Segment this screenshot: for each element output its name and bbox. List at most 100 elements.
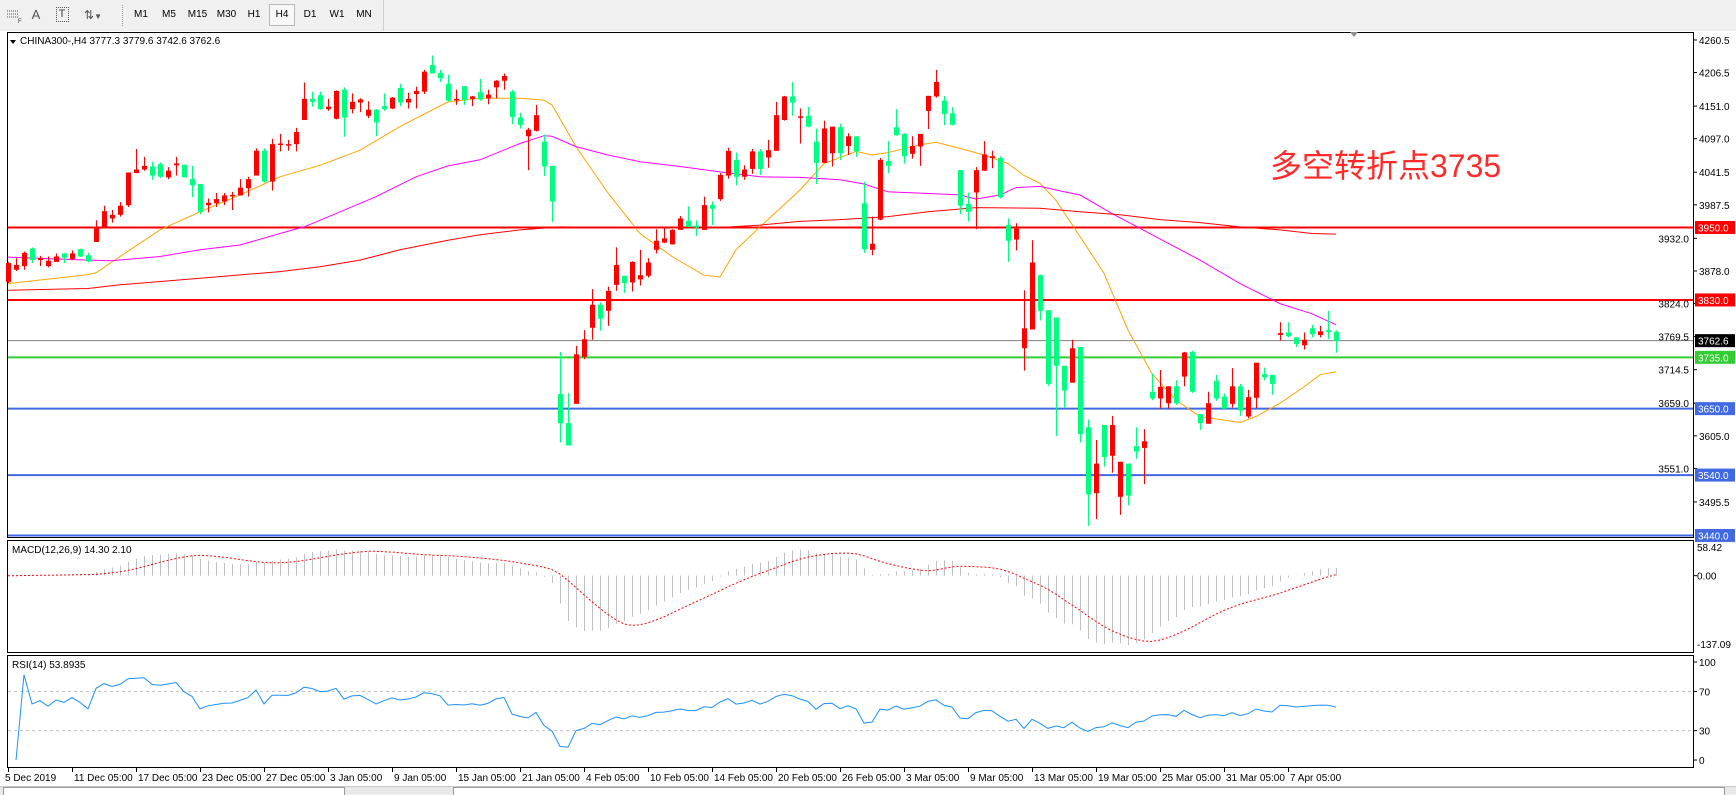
candle bbox=[870, 216, 875, 256]
candle bbox=[878, 158, 883, 221]
chart-shift-marker-icon[interactable] bbox=[1350, 32, 1358, 37]
candle-body bbox=[1102, 424, 1107, 457]
chart-window[interactable]: MACD(12,26,9) 14.30 2.10 RSI(14) 53.8935… bbox=[0, 31, 1736, 786]
candle bbox=[166, 167, 171, 180]
candle-body bbox=[502, 75, 507, 81]
candle-body bbox=[758, 151, 763, 169]
timeframe-w1[interactable]: W1 bbox=[329, 9, 345, 20]
candle-body bbox=[1278, 333, 1283, 335]
time-tick-label: 9 Mar 05:00 bbox=[970, 773, 1024, 784]
timeframe-m15[interactable]: M15 bbox=[187, 9, 208, 20]
rsi-pane[interactable]: RSI(14) 53.8935 bbox=[7, 655, 1694, 768]
timeframe-h1[interactable]: H1 bbox=[247, 9, 261, 20]
chart-header: CHINA300-,H4 3777.3 3779.6 3742.6 3762.6 bbox=[20, 36, 221, 47]
price-tick-label: 3551.0 bbox=[1658, 464, 1689, 475]
candle-body bbox=[1022, 328, 1027, 349]
candle bbox=[1294, 337, 1299, 348]
rsi-line bbox=[15, 674, 1337, 761]
candle bbox=[846, 133, 851, 156]
macd-axis-label: -137.09 bbox=[1697, 640, 1731, 651]
candle bbox=[142, 156, 147, 171]
candle-body bbox=[678, 218, 683, 230]
level-price-label: 3950.0 bbox=[1698, 223, 1729, 234]
candle-body bbox=[774, 115, 779, 151]
candle-body bbox=[1286, 332, 1291, 337]
candle bbox=[838, 123, 843, 160]
candle-body bbox=[550, 165, 555, 202]
candle bbox=[582, 330, 587, 360]
timeframe-h4[interactable]: H4 bbox=[269, 4, 295, 26]
candle bbox=[982, 141, 987, 171]
candle-body bbox=[838, 127, 843, 154]
candle-body bbox=[446, 83, 451, 101]
timeframe-d1[interactable]: D1 bbox=[303, 9, 317, 20]
price-tick-label: 3714.5 bbox=[1658, 366, 1689, 377]
candle bbox=[486, 89, 491, 105]
macd-pane[interactable]: MACD(12,26,9) 14.30 2.10 bbox=[7, 540, 1694, 653]
candle-body bbox=[886, 161, 891, 166]
bid-price-label-bg bbox=[1695, 334, 1735, 348]
candle bbox=[54, 253, 59, 262]
candle bbox=[238, 179, 243, 196]
candle bbox=[1062, 365, 1067, 409]
candle bbox=[750, 148, 755, 174]
chart-menu-triangle-icon[interactable] bbox=[10, 40, 16, 44]
candle-body bbox=[310, 98, 315, 102]
candle bbox=[254, 148, 259, 176]
candle bbox=[150, 161, 155, 180]
candle-body bbox=[622, 275, 627, 284]
candle bbox=[1038, 274, 1043, 321]
candle-body bbox=[582, 339, 587, 357]
level-price-label-bg bbox=[1695, 350, 1735, 364]
annotation-text: 多空转折点3735 bbox=[1270, 148, 1501, 184]
candle-body bbox=[30, 248, 35, 261]
candle-body bbox=[1174, 386, 1179, 404]
candle bbox=[894, 109, 899, 136]
candle bbox=[886, 141, 891, 174]
candle bbox=[398, 83, 403, 107]
period-separator-icon[interactable]: F bbox=[5, 4, 23, 26]
candle-body bbox=[1030, 262, 1035, 330]
timeframe-m5[interactable]: M5 bbox=[162, 9, 176, 20]
candle bbox=[438, 69, 443, 82]
candle bbox=[798, 108, 803, 144]
price-pane[interactable] bbox=[7, 32, 1694, 538]
candle-body bbox=[686, 220, 691, 227]
candle-body bbox=[198, 183, 203, 212]
candle bbox=[182, 164, 187, 178]
candle bbox=[286, 139, 291, 151]
candle-body bbox=[574, 354, 579, 404]
candle-body bbox=[270, 144, 275, 182]
candle-body bbox=[430, 65, 435, 74]
candle-body bbox=[566, 423, 571, 446]
moving-average-line bbox=[7, 135, 1337, 326]
candle bbox=[14, 258, 19, 271]
timeframe-m30[interactable]: M30 bbox=[216, 9, 237, 20]
time-tick-label: 31 Mar 05:00 bbox=[1226, 773, 1285, 784]
arrows-icon[interactable]: ⇅▼ bbox=[84, 8, 102, 22]
candle-body bbox=[1302, 339, 1307, 346]
chevron-down-icon[interactable]: ▼ bbox=[94, 12, 102, 21]
candle bbox=[662, 226, 667, 244]
time-tick-label: 20 Feb 05:00 bbox=[778, 773, 837, 784]
candle bbox=[454, 89, 459, 105]
candle bbox=[1334, 330, 1339, 353]
time-tick-label: 27 Dec 05:00 bbox=[266, 773, 326, 784]
candle-body bbox=[150, 166, 155, 176]
candle bbox=[198, 183, 203, 215]
price-tick-label: 3878.0 bbox=[1699, 267, 1730, 278]
text-label-icon[interactable]: T bbox=[54, 4, 70, 26]
time-tick-label: 21 Jan 05:00 bbox=[522, 773, 580, 784]
candle bbox=[206, 198, 211, 213]
chart-tab[interactable] bbox=[453, 787, 1725, 795]
candle bbox=[574, 345, 579, 404]
timeframe-m1[interactable]: M1 bbox=[134, 9, 148, 20]
candle bbox=[806, 106, 811, 128]
candle-body bbox=[38, 258, 43, 261]
price-tick-label: 4151.0 bbox=[1699, 102, 1730, 113]
candle-body bbox=[1014, 228, 1019, 240]
chart-tab[interactable] bbox=[3, 787, 345, 795]
timeframe-mn[interactable]: MN bbox=[356, 9, 372, 20]
text-icon[interactable]: A bbox=[31, 7, 41, 22]
candle bbox=[862, 181, 867, 253]
